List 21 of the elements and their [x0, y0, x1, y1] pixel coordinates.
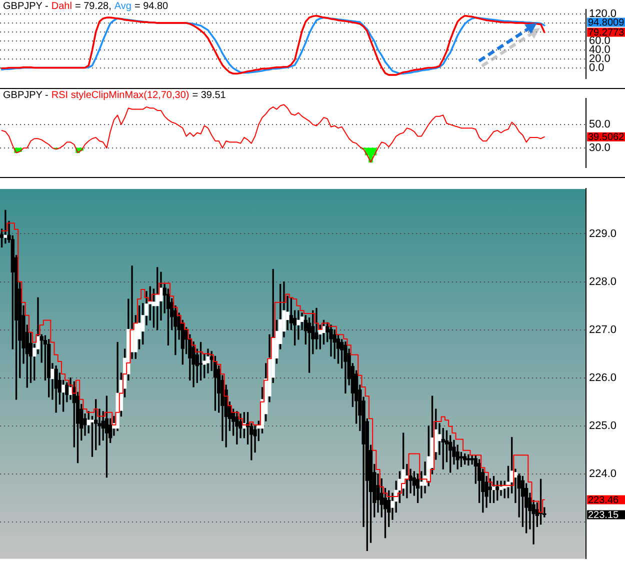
- y-tick-label: 226.0: [589, 372, 617, 384]
- y-tick-label: 0.0: [589, 62, 604, 74]
- y-tick-label: 50.0: [589, 118, 610, 131]
- annotation: = 39.51: [192, 90, 226, 101]
- y-tick-label: 228.0: [589, 276, 617, 288]
- chart-title: GBPJPY -: [3, 1, 48, 12]
- y-tick-label: 227.0: [589, 324, 617, 336]
- annotation: = 94.80: [134, 1, 168, 12]
- y-tick-label: 225.0: [589, 420, 617, 432]
- text: Dahl: [51, 1, 72, 12]
- series-label: RSI styleClipMinMax(12,70,30): [51, 90, 190, 101]
- y-tick-label: 30.0: [589, 142, 610, 154]
- annotation: = 79.28,: [74, 1, 112, 12]
- text: 94.8009: [588, 17, 625, 28]
- text: 39.5062: [588, 132, 625, 144]
- y-tick-label: 224.0: [589, 468, 617, 480]
- series-label: Avg: [114, 1, 132, 12]
- y-tick-label: 229.0: [589, 228, 617, 240]
- chart-title: GBPJPY -: [3, 90, 48, 101]
- text: 223.15: [588, 510, 620, 521]
- text: 223.46: [588, 495, 620, 506]
